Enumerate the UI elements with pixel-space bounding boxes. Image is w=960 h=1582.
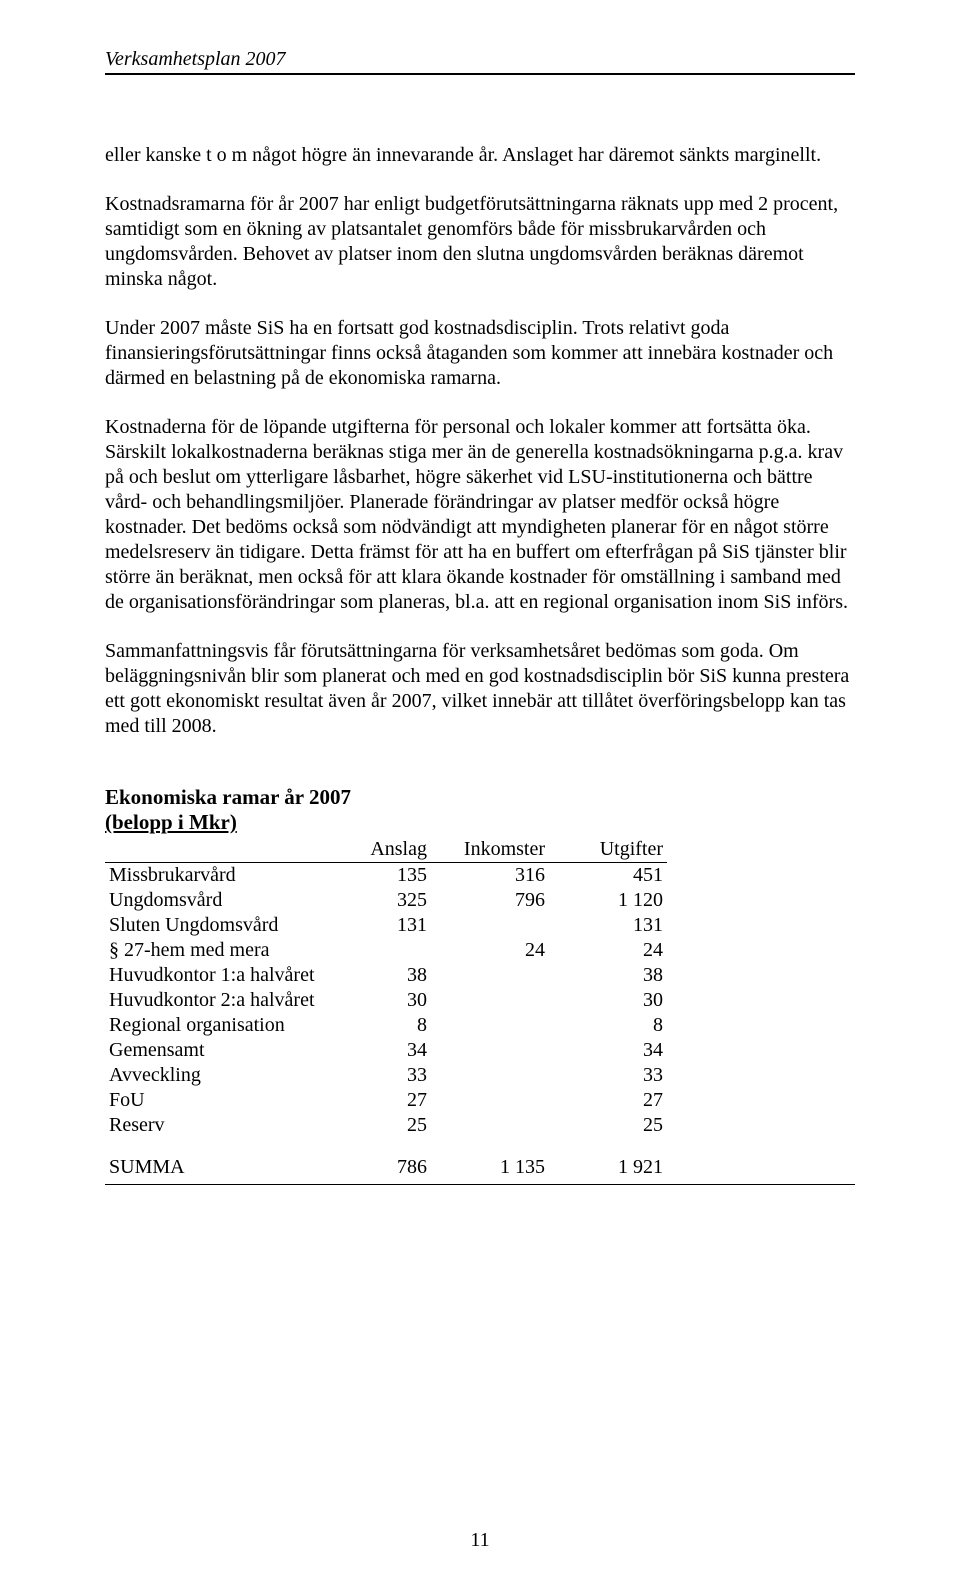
cell-utgifter: 1 120 (549, 888, 667, 913)
table-header-row: Anslag Inkomster Utgifter (105, 837, 667, 863)
cell-inkomster: 316 (431, 863, 549, 889)
cell-inkomster (431, 1113, 549, 1138)
sum-utgifter: 1 921 (549, 1138, 667, 1180)
cell-anslag: 27 (343, 1088, 431, 1113)
row-label: Reserv (105, 1113, 343, 1138)
col-anslag: Anslag (343, 837, 431, 863)
cell-anslag: 38 (343, 963, 431, 988)
col-empty (105, 837, 343, 863)
table-row: Ungdomsvård 325 796 1 120 (105, 888, 667, 913)
cell-anslag: 135 (343, 863, 431, 889)
paragraph-5: Sammanfattningsvis får förutsättningarna… (105, 639, 855, 739)
table-title: Ekonomiska ramar år 2007 (105, 785, 855, 810)
cell-anslag: 131 (343, 913, 431, 938)
cell-utgifter: 24 (549, 938, 667, 963)
table-row: Sluten Ungdomsvård 131 131 (105, 913, 667, 938)
table-row: FoU 27 27 (105, 1088, 667, 1113)
table-bottom-border (105, 1184, 855, 1185)
cell-utgifter: 38 (549, 963, 667, 988)
table-row: Missbrukarvård 135 316 451 (105, 863, 667, 889)
sum-anslag: 786 (343, 1138, 431, 1180)
paragraph-2: Kostnadsramarna för år 2007 har enligt b… (105, 192, 855, 292)
col-inkomster: Inkomster (431, 837, 549, 863)
cell-utgifter: 27 (549, 1088, 667, 1113)
row-label: Huvudkontor 1:a halvåret (105, 963, 343, 988)
row-label: Sluten Ungdomsvård (105, 913, 343, 938)
table-row: Avveckling 33 33 (105, 1063, 667, 1088)
row-label: Ungdomsvård (105, 888, 343, 913)
cell-inkomster (431, 988, 549, 1013)
cell-inkomster (431, 913, 549, 938)
table-row: § 27-hem med mera 24 24 (105, 938, 667, 963)
cell-inkomster: 796 (431, 888, 549, 913)
cell-utgifter: 34 (549, 1038, 667, 1063)
cell-utgifter: 30 (549, 988, 667, 1013)
table-row: Reserv 25 25 (105, 1113, 667, 1138)
paragraph-3: Under 2007 måste SiS ha en fortsatt god … (105, 316, 855, 391)
cell-anslag: 8 (343, 1013, 431, 1038)
economic-table: Anslag Inkomster Utgifter Missbrukarvård… (105, 837, 667, 1180)
cell-inkomster (431, 1013, 549, 1038)
row-label: Avveckling (105, 1063, 343, 1088)
row-label: Huvudkontor 2:a halvåret (105, 988, 343, 1013)
row-label: Missbrukarvård (105, 863, 343, 889)
cell-inkomster (431, 1038, 549, 1063)
cell-inkomster (431, 963, 549, 988)
document-page: Verksamhetsplan 2007 eller kanske t o m … (0, 0, 960, 1582)
cell-anslag: 325 (343, 888, 431, 913)
cell-anslag (343, 938, 431, 963)
row-label: Regional organisation (105, 1013, 343, 1038)
row-label: FoU (105, 1088, 343, 1113)
table-sum-row: SUMMA 786 1 135 1 921 (105, 1138, 667, 1180)
cell-utgifter: 25 (549, 1113, 667, 1138)
cell-anslag: 34 (343, 1038, 431, 1063)
table-row: Gemensamt 34 34 (105, 1038, 667, 1063)
col-utgifter: Utgifter (549, 837, 667, 863)
table-row: Regional organisation 8 8 (105, 1013, 667, 1038)
cell-utgifter: 8 (549, 1013, 667, 1038)
paragraph-4: Kostnaderna för de löpande utgifterna fö… (105, 415, 855, 615)
page-number: 11 (0, 1529, 960, 1552)
page-header: Verksamhetsplan 2007 (105, 48, 855, 75)
row-label: § 27-hem med mera (105, 938, 343, 963)
table-row: Huvudkontor 1:a halvåret 38 38 (105, 963, 667, 988)
cell-anslag: 33 (343, 1063, 431, 1088)
row-label: Gemensamt (105, 1038, 343, 1063)
sum-label: SUMMA (105, 1138, 343, 1180)
cell-utgifter: 33 (549, 1063, 667, 1088)
cell-inkomster (431, 1063, 549, 1088)
sum-inkomster: 1 135 (431, 1138, 549, 1180)
paragraph-1: eller kanske t o m något högre än inneva… (105, 143, 855, 168)
table-subtitle: (belopp i Mkr) (105, 810, 855, 835)
table-row: Huvudkontor 2:a halvåret 30 30 (105, 988, 667, 1013)
cell-inkomster: 24 (431, 938, 549, 963)
cell-utgifter: 131 (549, 913, 667, 938)
cell-utgifter: 451 (549, 863, 667, 889)
cell-anslag: 30 (343, 988, 431, 1013)
cell-anslag: 25 (343, 1113, 431, 1138)
cell-inkomster (431, 1088, 549, 1113)
